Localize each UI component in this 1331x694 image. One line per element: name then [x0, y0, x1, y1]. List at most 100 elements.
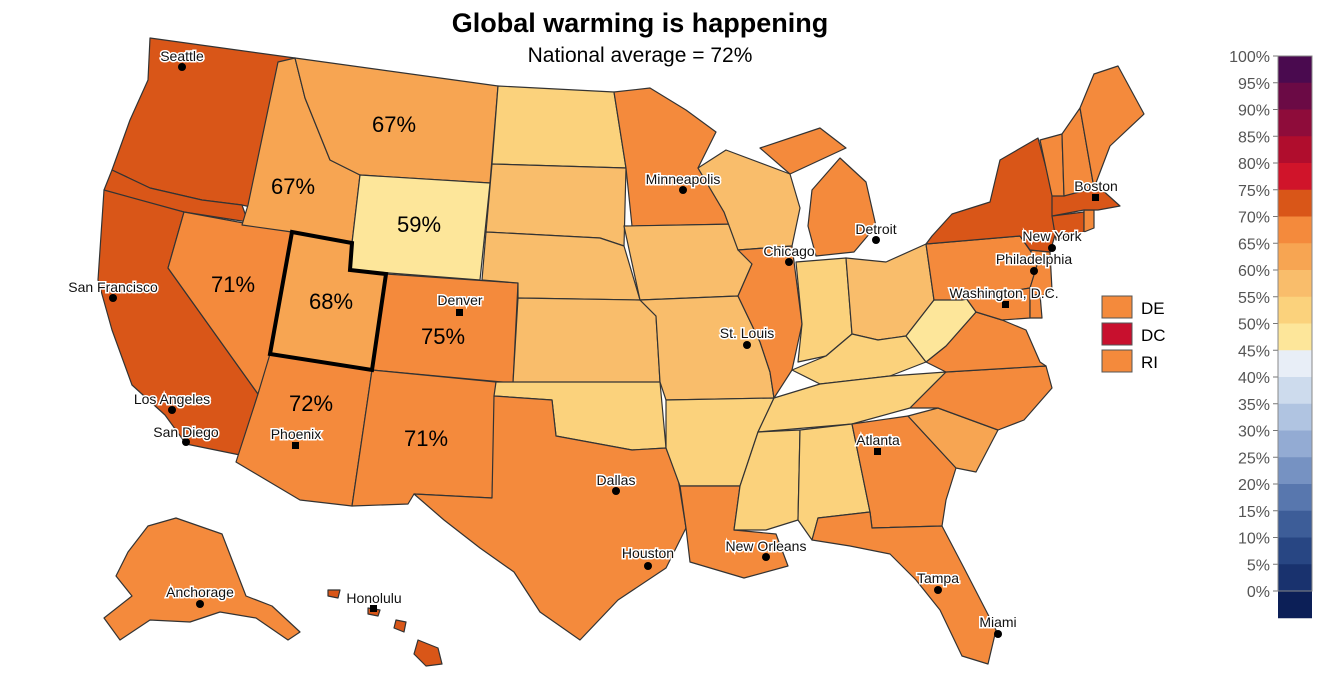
state-florida[interactable] — [811, 511, 997, 665]
city-marker-denver[interactable] — [456, 309, 463, 316]
city-label-miami: Miami — [979, 614, 1016, 630]
state-texas[interactable] — [413, 395, 687, 641]
city-marker-san-francisco[interactable] — [109, 294, 117, 302]
city-label-atlanta: Atlanta — [856, 432, 900, 448]
pct-label-montana: 67% — [372, 112, 416, 137]
city-marker-washington-dc[interactable] — [1002, 301, 1009, 308]
state-michigan[interactable] — [759, 127, 877, 257]
city-marker-philadelphia[interactable] — [1030, 267, 1038, 275]
city-label-houston: Houston — [622, 545, 674, 561]
color-scale-legend: 100% 95% 90% 85% 80% 75% 70% 65% 60% 55% 50% 45% 40%… — [1229, 49, 1313, 619]
color-scale-bin — [1278, 243, 1312, 271]
city-label-denver: Denver — [437, 292, 482, 308]
city-label-detroit: Detroit — [855, 221, 896, 237]
color-scale-tick-label: 0% — [1247, 584, 1270, 601]
city-label-tampa: Tampa — [917, 570, 959, 586]
small-state-swatch-dc[interactable] — [1101, 322, 1133, 346]
color-scale-tick-label: 40% — [1238, 370, 1270, 387]
state-hawaii[interactable] — [327, 589, 443, 667]
map-subtitle: National average = 72% — [528, 44, 753, 67]
color-scale-tick-label: 45% — [1238, 343, 1270, 360]
color-scale-tick-label: 60% — [1238, 263, 1270, 280]
color-scale-bin — [1278, 323, 1312, 351]
state-illinois[interactable] — [737, 245, 803, 399]
color-scale-bin — [1278, 216, 1312, 244]
color-scale-tick-label: 85% — [1238, 129, 1270, 146]
city-label-washington-dc: Washington, D.C. — [949, 285, 1058, 301]
color-scale-bin — [1278, 82, 1312, 110]
color-scale-tick-label: 75% — [1238, 183, 1270, 200]
pct-label-arizona: 72% — [289, 391, 333, 416]
city-marker-seattle[interactable] — [178, 63, 186, 71]
color-scale-tick-label: 10% — [1238, 531, 1270, 548]
city-marker-phoenix[interactable] — [292, 442, 299, 449]
pct-label-nevada: 71% — [211, 272, 255, 297]
state-maine[interactable] — [1079, 65, 1145, 189]
city-marker-minneapolis[interactable] — [679, 186, 687, 194]
state-north-dakota[interactable] — [491, 85, 627, 169]
city-label-phoenix: Phoenix — [271, 426, 322, 442]
city-marker-los-angeles[interactable] — [168, 406, 176, 414]
small-state-swatch-ri[interactable] — [1101, 349, 1133, 373]
small-state-swatch-de[interactable] — [1101, 295, 1133, 319]
pct-label-idaho: 67% — [271, 174, 315, 199]
city-label-st-louis: St. Louis — [720, 325, 774, 341]
city-markers: Seattle San Francisco Los Angeles San Di… — [67, 47, 1119, 638]
city-marker-new-orleans[interactable] — [762, 553, 770, 561]
color-scale-tick-label: 20% — [1238, 477, 1270, 494]
pct-label-utah: 68% — [309, 289, 353, 314]
color-scale-bin — [1278, 537, 1312, 565]
color-scale-tick-label: 35% — [1238, 397, 1270, 414]
color-scale-bin — [1278, 430, 1312, 458]
state-wisconsin[interactable] — [697, 149, 801, 251]
color-scale-bin — [1278, 403, 1312, 431]
color-scale-bin — [1278, 484, 1312, 512]
city-marker-houston[interactable] — [644, 562, 652, 570]
city-marker-dallas[interactable] — [612, 487, 620, 495]
state-rhode-island[interactable] — [1083, 209, 1095, 233]
city-marker-chicago[interactable] — [785, 258, 793, 266]
color-scale-bin — [1278, 56, 1312, 84]
small-states-legend: DE DC RI — [1101, 295, 1166, 373]
color-scale-bin — [1278, 591, 1312, 619]
city-marker-detroit[interactable] — [872, 236, 880, 244]
color-scale-tick-label: 70% — [1238, 210, 1270, 227]
pct-label-new-mexico: 71% — [404, 426, 448, 451]
pct-label-colorado: 75% — [421, 324, 465, 349]
small-state-label-ri: RI — [1141, 353, 1158, 372]
small-state-label-de: DE — [1141, 299, 1165, 318]
small-state-label-dc: DC — [1141, 326, 1166, 345]
city-marker-miami[interactable] — [994, 630, 1002, 638]
city-marker-honolulu[interactable] — [370, 605, 377, 612]
color-scale-tick-label: 15% — [1238, 504, 1270, 521]
state-maryland[interactable] — [965, 287, 1031, 321]
pct-label-wyoming: 59% — [397, 212, 441, 237]
city-label-honolulu: Honolulu — [346, 590, 401, 606]
color-scale-tick-label: 100% — [1229, 49, 1270, 66]
map-title: Global warming is happening — [452, 8, 829, 38]
city-marker-tampa[interactable] — [934, 586, 942, 594]
city-marker-san-diego[interactable] — [182, 438, 190, 446]
city-marker-anchorage[interactable] — [196, 600, 204, 608]
color-scale-bin — [1278, 564, 1312, 592]
color-scale-bin — [1278, 350, 1312, 378]
city-marker-st-louis[interactable] — [743, 341, 751, 349]
city-label-chicago: Chicago — [763, 243, 815, 259]
city-label-seattle: Seattle — [160, 48, 204, 64]
state-alaska[interactable] — [103, 517, 301, 641]
city-label-san-diego: San Diego — [153, 424, 219, 440]
state-south-carolina[interactable] — [907, 407, 999, 473]
city-label-philadelphia: Philadelphia — [996, 251, 1072, 267]
state-wyoming[interactable] — [349, 174, 491, 281]
city-marker-new-york[interactable] — [1048, 244, 1056, 252]
city-marker-atlanta[interactable] — [874, 448, 881, 455]
city-marker-boston[interactable] — [1092, 194, 1099, 201]
color-scale-tick-label: 25% — [1238, 450, 1270, 467]
state-delaware[interactable] — [1029, 293, 1043, 319]
color-scale-tick-label: 65% — [1238, 236, 1270, 253]
color-scale-tick-label: 80% — [1238, 156, 1270, 173]
highlighted-state-outline — [267, 229, 389, 373]
color-scale-tick-label: 50% — [1238, 317, 1270, 334]
state-kansas[interactable] — [512, 297, 661, 384]
